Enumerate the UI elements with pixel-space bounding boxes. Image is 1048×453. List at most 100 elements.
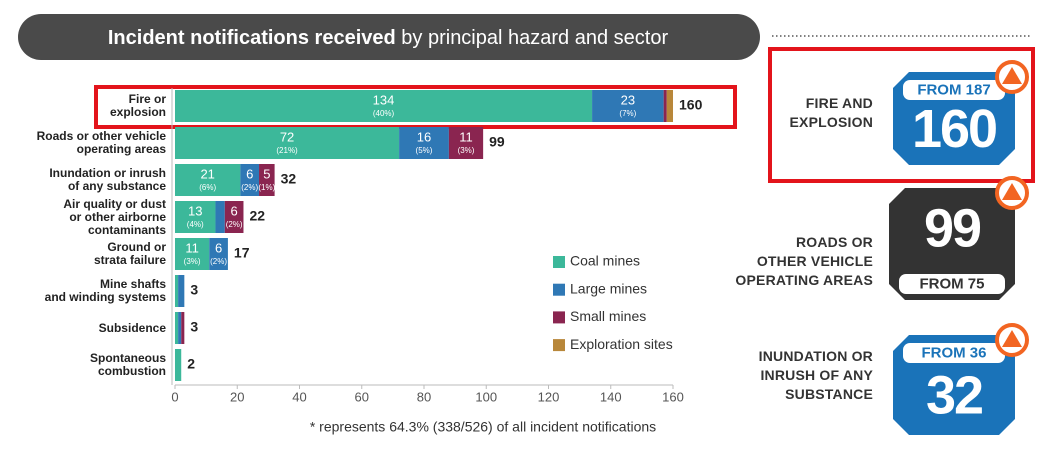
x-tick-label: 40	[292, 389, 306, 404]
badge-pill	[903, 343, 1005, 363]
badge-from: FROM 75	[919, 275, 984, 292]
hazard-icon-triangle	[1002, 183, 1022, 200]
x-tick-label: 80	[417, 389, 431, 404]
category-label: Mine shafts and winding systems	[44, 277, 166, 304]
percent-label: (6%)	[199, 183, 216, 192]
percent-label: (7%)	[619, 109, 636, 118]
legend-label: Small mines	[570, 308, 646, 324]
badge-from: FROM 36	[921, 344, 986, 361]
bar-segment	[175, 312, 179, 344]
bar-segment	[175, 164, 241, 196]
bar-segment	[175, 238, 210, 270]
badge	[889, 188, 1015, 300]
bar-segment	[175, 127, 400, 159]
value-label: 11	[459, 129, 473, 144]
value-label: 11	[185, 240, 199, 255]
x-tick-label: 0	[171, 389, 178, 404]
total-label: 2	[187, 356, 195, 372]
bar-segment	[178, 312, 182, 344]
bar-segment	[399, 127, 449, 159]
percent-label: (2%)	[210, 257, 227, 266]
bar-segment	[663, 90, 667, 122]
bar-segment	[240, 164, 260, 196]
percent-label: (4%)	[187, 220, 204, 229]
x-tick-label: 140	[600, 389, 622, 404]
badge-value: 99	[924, 198, 981, 258]
total-label: 160	[679, 97, 703, 113]
total-label: 3	[190, 319, 198, 335]
bar-segment	[178, 275, 185, 307]
legend-swatch	[553, 311, 565, 324]
bar-segment	[259, 164, 275, 196]
badge-value: 32	[926, 365, 982, 425]
bar-segment	[209, 238, 228, 270]
category-label: Ground or strata failure	[93, 240, 166, 267]
percent-label: (40%)	[373, 109, 395, 118]
legend-label: Coal mines	[570, 253, 640, 269]
x-tick-label: 100	[475, 389, 497, 404]
value-label: 6	[246, 166, 253, 181]
x-tick-label: 120	[538, 389, 560, 404]
hazard-icon-triangle	[1002, 67, 1022, 84]
total-label: 3	[190, 282, 198, 298]
legend-label: Exploration sites	[570, 336, 673, 352]
bar-segment	[175, 275, 179, 307]
total-label: 99	[489, 134, 505, 150]
bar-segment	[666, 90, 673, 122]
percent-label: (1%)	[258, 183, 275, 192]
category-label: Roads or other vehicle operating areas	[36, 129, 166, 156]
legend-swatch	[553, 256, 565, 268]
hazard-icon-triangle	[1002, 330, 1022, 347]
badge-caption: INUNDATION OR INRUSH OF ANY SUBSTANCE	[758, 348, 873, 402]
legend-swatch	[553, 339, 565, 352]
bar-segment	[175, 349, 182, 381]
highlight-box	[768, 47, 1035, 183]
legend-label: Large mines	[570, 280, 647, 296]
total-label: 17	[234, 245, 250, 261]
total-label: 32	[281, 171, 297, 187]
title-pill	[18, 14, 760, 60]
value-label: 134	[373, 92, 395, 107]
value-label: 21	[200, 166, 214, 181]
x-tick-label: 20	[230, 389, 244, 404]
title-rest: by principal hazard and sector	[401, 27, 668, 49]
badge-value: 160	[912, 99, 996, 159]
category-label: Inundation or inrush of any substance	[49, 166, 166, 193]
bar-segment	[175, 201, 216, 233]
category-label: Fire or explosion	[109, 92, 166, 119]
percent-label: (2%)	[241, 183, 258, 192]
bar-segment	[181, 312, 185, 344]
footnote: * represents 64.3% (338/526) of all inci…	[310, 419, 656, 435]
badge-caption: FIRE AND EXPLOSION	[789, 95, 873, 130]
value-label: 6	[231, 203, 238, 218]
value-label: 23	[621, 92, 635, 107]
category-label: Subsidence	[98, 320, 166, 335]
value-label: 13	[188, 203, 202, 218]
value-label: 6	[215, 240, 222, 255]
bar-segment	[175, 90, 593, 122]
bar-segment	[215, 201, 225, 233]
value-label: 5	[263, 166, 270, 181]
legend-swatch	[553, 283, 565, 296]
category-label: Spontaneous combustion	[89, 351, 166, 378]
x-tick-label: 160	[662, 389, 684, 404]
chart-title: Incident notifications received by princ…	[108, 27, 669, 49]
badge-pill	[899, 274, 1005, 294]
badge-pill	[903, 80, 1005, 100]
value-label: 72	[280, 129, 294, 144]
percent-label: (3%)	[184, 257, 201, 266]
percent-label: (21%)	[276, 146, 298, 155]
x-tick-label: 60	[355, 389, 369, 404]
bar-segment	[592, 90, 664, 122]
title-bold: Incident notifications received	[108, 27, 396, 49]
percent-label: (2%)	[226, 220, 243, 229]
category-label: Air quality or dust or other airborne co…	[63, 196, 166, 237]
total-label: 22	[249, 208, 265, 224]
badge-from: FROM 187	[917, 81, 990, 98]
bar-segment	[448, 127, 484, 159]
percent-label: (3%)	[458, 146, 475, 155]
percent-label: (5%)	[416, 146, 433, 155]
bar-segment	[224, 201, 244, 233]
value-label: 16	[417, 129, 431, 144]
